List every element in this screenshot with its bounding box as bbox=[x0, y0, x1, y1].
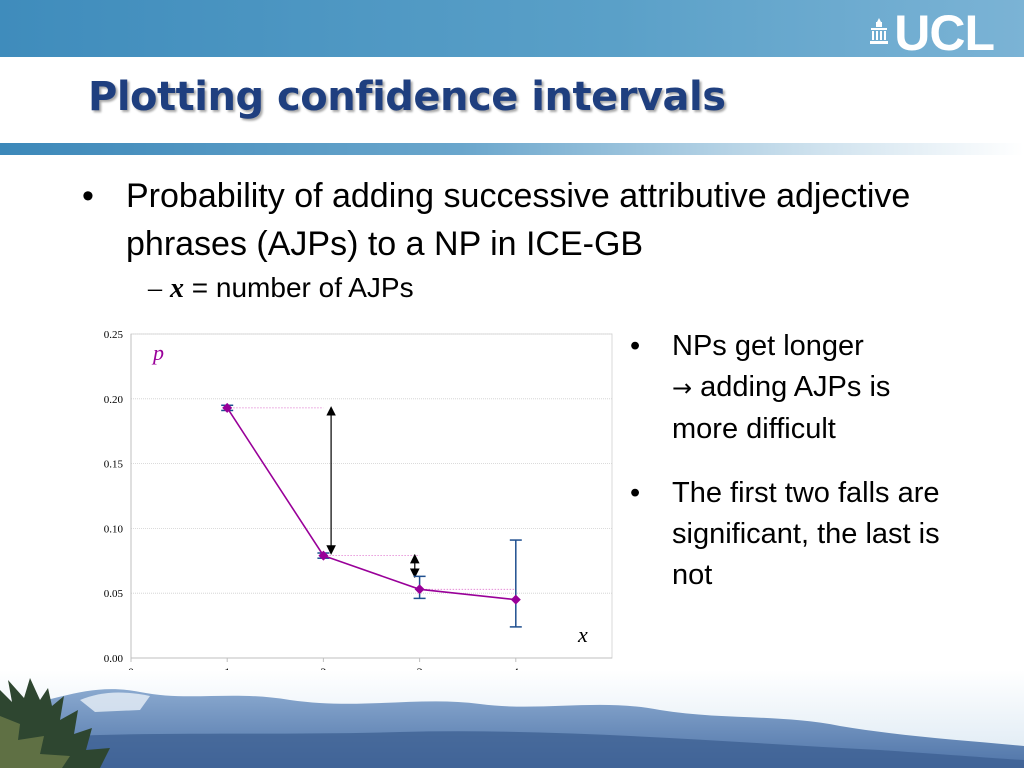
y-axis-label: p bbox=[151, 340, 164, 365]
series-line bbox=[226, 407, 516, 601]
slide-title: Plotting confidence intervals bbox=[88, 74, 726, 120]
sub-bullet: – x = number of AJPs bbox=[148, 270, 414, 307]
side-bullet-2: • The first two falls are significant, t… bbox=[630, 473, 960, 596]
side-bullet-1-line3: more difficult bbox=[672, 413, 836, 445]
y-tick-label: 0.00 bbox=[104, 653, 124, 665]
data-point bbox=[222, 402, 233, 413]
title-underline bbox=[0, 143, 1024, 155]
sub-bullet-text: = number of AJPs bbox=[184, 272, 414, 303]
sub-bullet-variable: x bbox=[170, 273, 184, 304]
mountain-landscape-icon bbox=[0, 670, 1024, 768]
side-bullet-1: • NPs get longer → adding AJPs is more d… bbox=[630, 326, 960, 450]
y-tick-label: 0.10 bbox=[104, 523, 124, 535]
y-tick-label: 0.20 bbox=[104, 394, 124, 406]
plot-area bbox=[130, 333, 613, 659]
y-tick-label: 0.15 bbox=[104, 459, 124, 471]
side-bullet-1-line2: adding AJPs is bbox=[692, 371, 891, 403]
main-bullet-text: Probability of adding successive attribu… bbox=[126, 177, 911, 263]
header-bar: UCL bbox=[0, 0, 1024, 61]
bullet-dot: • bbox=[630, 330, 641, 362]
side-notes: • NPs get longer → adding AJPs is more d… bbox=[630, 326, 960, 619]
y-tick-label: 0.05 bbox=[104, 588, 124, 600]
side-bullet-1-line1: NPs get longer bbox=[672, 330, 864, 362]
data-point bbox=[318, 550, 329, 561]
confidence-interval-chart: 0.000.050.100.150.200.2501234px bbox=[104, 329, 613, 679]
side-bullet-2-text: The first two falls are significant, the… bbox=[672, 477, 940, 591]
x-axis-label: x bbox=[577, 622, 588, 647]
portico-icon bbox=[870, 18, 889, 44]
arrow-icon: → bbox=[672, 374, 693, 402]
data-point bbox=[510, 594, 521, 605]
bullet-dot: • bbox=[630, 477, 641, 509]
logo-text: UCL bbox=[894, 5, 995, 61]
bullet-dot: • bbox=[82, 177, 94, 215]
ucl-logo: UCL bbox=[868, 5, 995, 61]
sub-bullet-dash: – bbox=[148, 273, 162, 304]
data-point bbox=[414, 584, 425, 595]
y-tick-label: 0.25 bbox=[104, 329, 124, 341]
